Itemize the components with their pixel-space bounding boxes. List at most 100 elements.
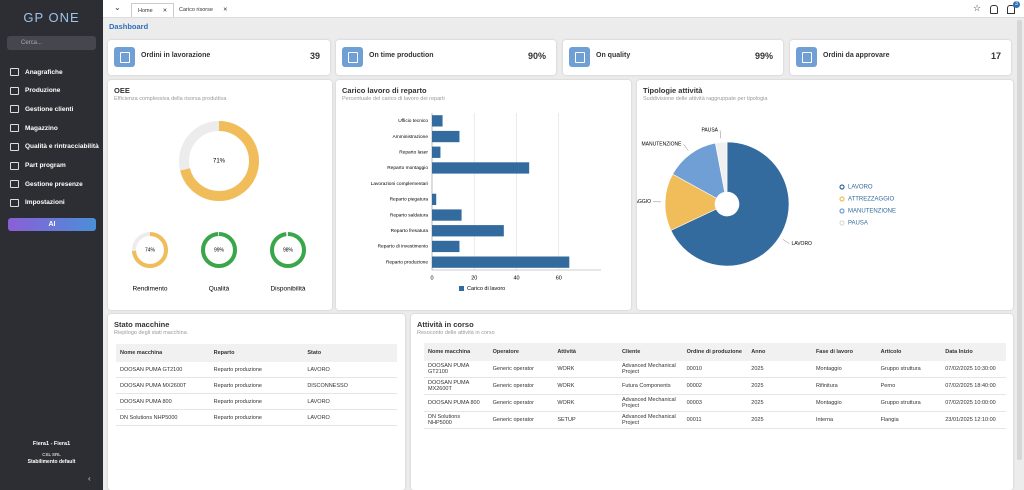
y-tick-label: Reparto produzione (386, 259, 428, 265)
legend-label: LAVORO (848, 185, 873, 191)
logo: GP ONE (23, 10, 80, 25)
kpi-value: 17 (990, 51, 1001, 61)
table-cell: Advanced Mechanical Project (617, 361, 683, 378)
table-row[interactable]: DOOSAN PUMA MX2600T Reparto produzione DIS… (116, 377, 397, 394)
column-header: Articolo (876, 343, 942, 361)
y-tick-label: Reparto laser (399, 150, 428, 156)
progress-arc (132, 232, 168, 268)
y-tick-label: Amministrazione (393, 134, 429, 140)
menu-label: Produzione (25, 87, 61, 95)
kpi-label: Ordini in lavorazione (141, 52, 211, 59)
notifications-icon[interactable] (1007, 5, 1015, 14)
menu-item[interactable]: Anagrafiche (10, 66, 63, 78)
y-tick-label: Reparto montaggio (387, 165, 428, 171)
legend-label: Carico di lavoro (467, 286, 505, 292)
column-header: Anno (747, 343, 812, 361)
tabs-dropdown[interactable]: ⌄ (114, 3, 121, 12)
tab-close[interactable]: ✕ (222, 6, 228, 13)
tab-close[interactable]: ✕ (162, 7, 168, 14)
progress-label: 71% (213, 159, 226, 165)
tab-label: Carico risorse (179, 6, 213, 13)
machines-card: Stato macchine Riepilogo degli stati mac… (108, 314, 405, 490)
tab-label: Home (138, 7, 153, 14)
oee-card: OEE Efficienza complessiva della risorsa… (108, 80, 332, 310)
table-row[interactable]: DOOSAN PUMA GT2100 Generic operator WORK Ad… (424, 361, 1006, 378)
table-cell: 00011 (682, 411, 748, 429)
y-tick-label: Reparto di investimento (378, 244, 429, 250)
legend-label: PAUSA (848, 221, 868, 227)
x-tick-label: 40 (513, 275, 519, 281)
menu-item[interactable]: Gestione clienti (10, 103, 73, 115)
progress-category: Disponibilità (270, 286, 305, 293)
bar (432, 256, 570, 268)
table-body: DOOSAN PUMA GT2100 Reparto produzione LAVO… (116, 362, 397, 426)
table-cell: 07/02/2025 10:30:00 (941, 361, 1006, 378)
sidebar: GP ONE Cerca... AI Fiera1 - Fiera1 CSL S… (0, 0, 103, 490)
table-row[interactable]: DOOSAN PUMA 800 Generic operator WORK Advan… (424, 394, 1006, 412)
kpi-card: On time production 90% (336, 40, 556, 75)
y-tick-label: Reparto piegatura (390, 197, 429, 203)
column-header: Operatore (488, 343, 554, 361)
slice-label: ATTREZZAGGIO (637, 199, 651, 205)
table-row[interactable]: DN Solutions NHP5000 Generic operator SETU… (424, 411, 1006, 429)
legend-marker (839, 196, 845, 202)
legend-label: MANUTENZIONE (848, 209, 896, 215)
table-cell: 07/02/2025 18:40:00 (941, 377, 1006, 395)
menu-item[interactable]: Gestione presenze (10, 178, 83, 190)
table-cell: DOOSAN PUMA MX2600T (116, 377, 210, 394)
workload-card: Carico lavoro di reparto Percentuale del… (336, 80, 631, 310)
favorite-icon[interactable]: ☆ (973, 3, 982, 13)
slice-label: PAUSA (701, 128, 718, 134)
table-cell: Flangia (876, 411, 942, 429)
table-cell: LAVORO (303, 393, 397, 410)
menu-item[interactable]: Part program (10, 160, 66, 172)
table-cell: Montaggio (811, 394, 877, 412)
table-row[interactable]: DOOSAN PUMA 800 Reparto produzione LAVORO (116, 393, 397, 410)
header-row: Nome macchina Reparto Stato (116, 344, 397, 362)
table-row[interactable]: DN Solutions NHP5000 Reparto produzione LA… (116, 409, 397, 426)
y-tick-label: Reparto saldatura (390, 212, 428, 218)
menu-item[interactable]: Impostazioni (10, 197, 65, 209)
bar (432, 240, 460, 253)
menu-item[interactable]: Magazzino (10, 122, 58, 134)
menu-label: Gestione clienti (25, 105, 74, 113)
column-header: Nome macchina (116, 344, 210, 362)
card-title: Carico lavoro di reparto (342, 86, 427, 95)
table-cell: Perno (876, 377, 942, 395)
kpi-value: 39 (309, 51, 320, 61)
table-cell: 00002 (682, 377, 748, 395)
bar (432, 115, 443, 127)
x-tick-label: 0 (430, 275, 433, 281)
tab[interactable]: Carico risorse ✕ (173, 3, 234, 16)
collapse-button[interactable]: ‹ (88, 474, 91, 483)
ai-button[interactable]: AI (8, 218, 96, 231)
table-cell: Gruppo struttura (876, 361, 942, 378)
user-name: Fiera1 - Fiera1 (32, 441, 71, 447)
scrollbar[interactable] (1017, 20, 1022, 460)
progress-arc (201, 232, 237, 268)
legend-marker (839, 208, 845, 214)
table-row[interactable]: DOOSAN PUMA MX2600T Generic operator WORK F… (424, 377, 1006, 395)
table-cell: Montaggio (811, 361, 877, 378)
menu-icon (10, 142, 19, 151)
tab[interactable]: Home ✕ (131, 3, 175, 17)
user-icon[interactable] (990, 5, 998, 14)
table-cell: 00010 (682, 361, 748, 378)
pie-slice (670, 141, 790, 267)
table-cell: 23/01/2025 12:10:00 (941, 411, 1006, 429)
table-cell: Advanced Mechanical Project (617, 394, 683, 412)
menu-item[interactable]: Qualità e rintracciabilità (10, 141, 99, 153)
column-header: Cliente (617, 343, 683, 361)
table-cell: LAVORO (303, 409, 397, 426)
table-cell: Interna (811, 411, 877, 429)
kpi-icon (569, 47, 590, 67)
menu-icon (10, 180, 19, 189)
menu-item[interactable]: Produzione (10, 85, 60, 97)
table-cell: WORK (553, 377, 618, 395)
table-cell: Reparto produzione (209, 377, 304, 394)
table-row[interactable]: DOOSAN PUMA GT2100 Reparto produzione LAVO… (116, 362, 397, 378)
card-subtitle: Suddivisione delle attività raggruppate … (643, 96, 768, 102)
search-box[interactable]: Cerca... (7, 36, 96, 50)
table-wrap: Nome macchina Operatore Attività Cliente Ord… (424, 343, 1006, 429)
